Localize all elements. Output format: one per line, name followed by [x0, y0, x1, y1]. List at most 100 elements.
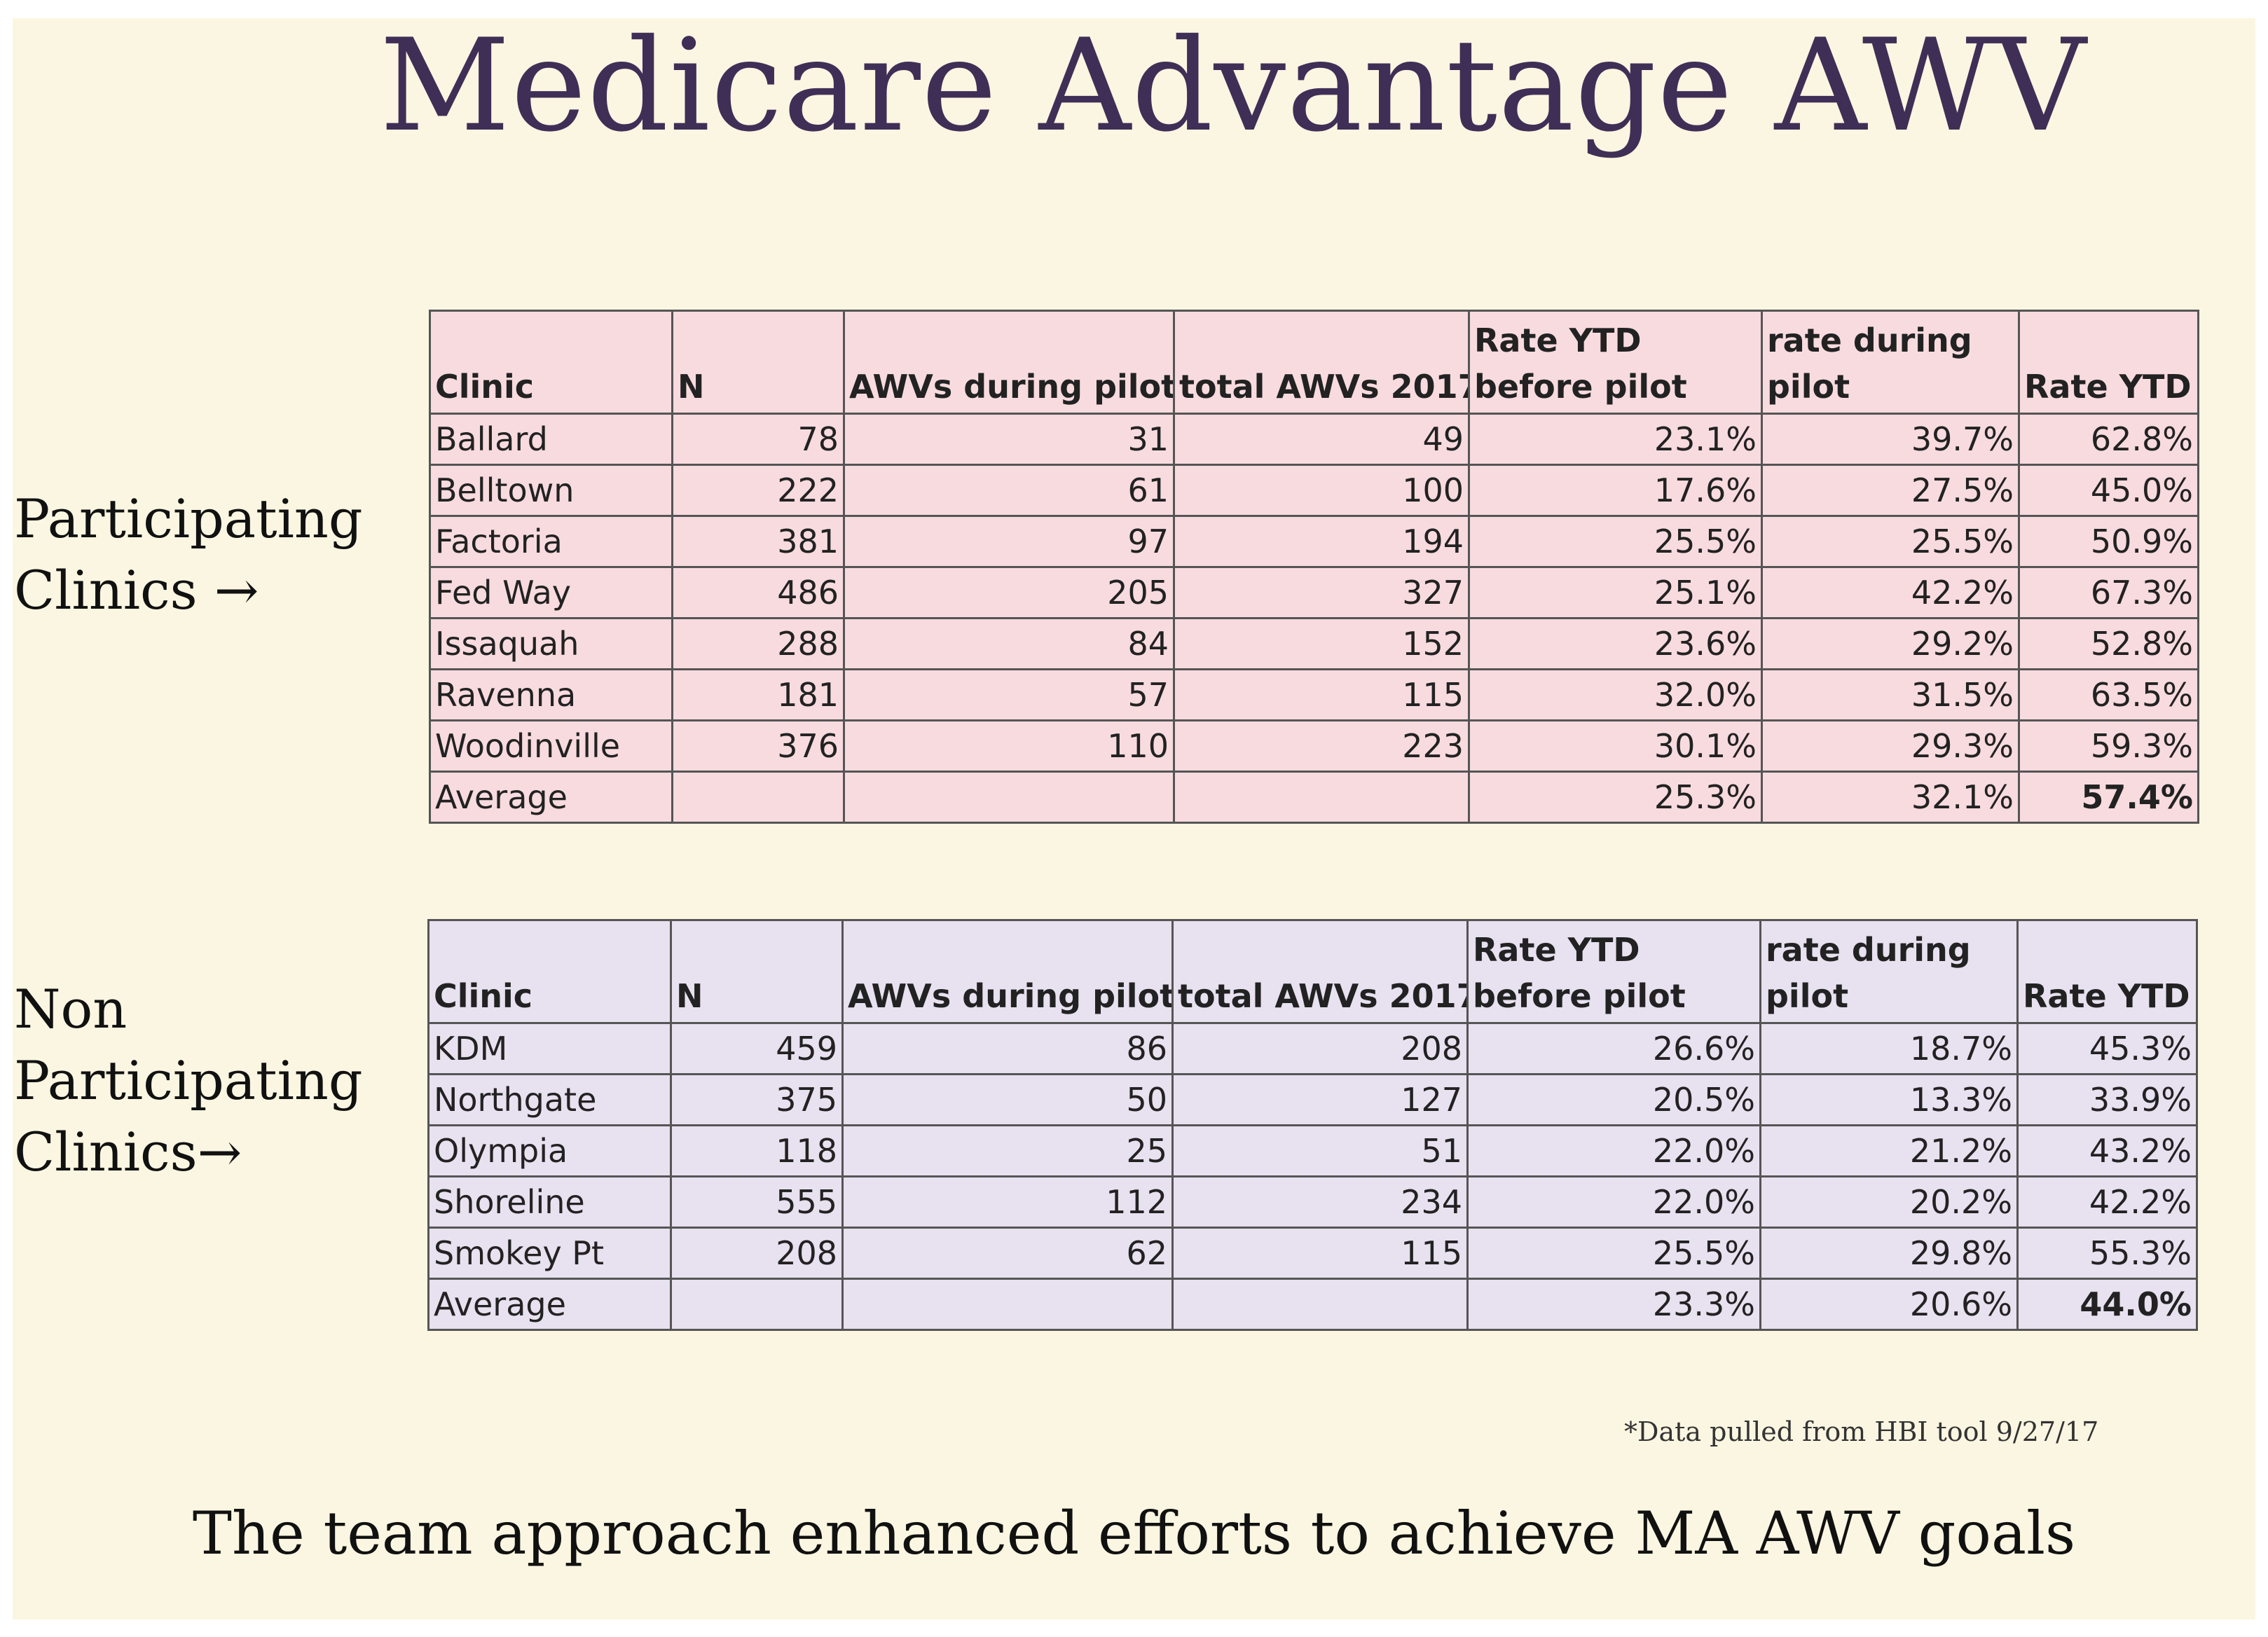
- clinic-cell: Smokey Pt: [427, 1227, 672, 1280]
- value-cell: 29.3%: [1761, 719, 2020, 773]
- value-cell: 50: [841, 1073, 1174, 1126]
- value-cell: 42.2%: [1761, 566, 2020, 619]
- value-cell: 57: [843, 668, 1175, 721]
- clinic-cell: Northgate: [427, 1073, 672, 1126]
- data-source-footnote: *Data pulled from HBI tool 9/27/17: [1624, 1416, 2099, 1447]
- value-cell: [671, 771, 845, 824]
- value-cell: 78: [671, 413, 845, 466]
- value-cell: 208: [670, 1227, 844, 1280]
- column-header: rate during pilot: [1761, 310, 2020, 415]
- value-cell: 67.3%: [2018, 566, 2199, 619]
- value-cell: 110: [843, 719, 1175, 773]
- clinic-cell: Belltown: [429, 464, 673, 517]
- value-cell: 375: [670, 1073, 844, 1126]
- value-cell: [670, 1278, 844, 1331]
- value-cell: 555: [670, 1175, 844, 1229]
- value-cell: 23.6%: [1468, 617, 1763, 670]
- column-header: Rate YTD: [2018, 310, 2199, 415]
- value-cell: 55.3%: [2016, 1227, 2198, 1280]
- value-cell: 32.0%: [1468, 668, 1763, 721]
- value-cell: 51: [1171, 1124, 1469, 1177]
- slide-title: Medicare Advantage AWV: [379, 11, 2087, 160]
- column-header: AWVs during pilot: [843, 310, 1175, 415]
- value-cell: 42.2%: [2016, 1175, 2198, 1229]
- value-cell: 62.8%: [2018, 413, 2199, 466]
- non-participating-label-line3: Clinics→: [14, 1121, 242, 1183]
- clinic-cell: Fed Way: [429, 566, 673, 619]
- value-cell: 112: [841, 1175, 1174, 1229]
- table-row: Northgate 375 50 127 20.5% 13.3% 33.9%: [427, 1073, 2198, 1126]
- average-row: Average 25.3% 32.1% 57.4%: [429, 771, 2199, 824]
- table-row: Olympia 118 25 51 22.0% 21.2% 43.2%: [427, 1124, 2198, 1177]
- column-header: N: [671, 310, 845, 415]
- value-cell: 25.5%: [1468, 515, 1763, 568]
- value-cell: 84: [843, 617, 1175, 670]
- value-cell: 31: [843, 413, 1175, 466]
- column-header: Rate YTD: [2016, 919, 2198, 1024]
- table-row: Woodinville 376 110 223 30.1% 29.3% 59.3%: [429, 719, 2199, 773]
- value-cell: 25.5%: [1761, 515, 2020, 568]
- value-cell: 376: [671, 719, 845, 773]
- non-participating-label-line2: Participating: [14, 1049, 363, 1112]
- value-cell: 20.2%: [1759, 1175, 2019, 1229]
- value-cell: 39.7%: [1761, 413, 2020, 466]
- value-cell: 20.5%: [1466, 1073, 1761, 1126]
- non-participating-label-line1: Non: [14, 978, 128, 1040]
- value-cell: 29.2%: [1761, 617, 2020, 670]
- table-header-row: Clinic N AWVs during pilot total AWVs 2017 R…: [429, 310, 2199, 415]
- value-cell: 327: [1173, 566, 1470, 619]
- table-row: Factoria 381 97 194 25.5% 25.5% 50.9%: [429, 515, 2199, 568]
- column-header: Clinic: [427, 919, 672, 1024]
- value-cell: 31.5%: [1761, 668, 2020, 721]
- value-cell: 18.7%: [1759, 1022, 2019, 1075]
- clinic-cell: Average: [429, 771, 673, 824]
- value-cell: 29.8%: [1759, 1227, 2019, 1280]
- average-row: Average 23.3% 20.6% 44.0%: [427, 1278, 2198, 1331]
- value-cell: 222: [671, 464, 845, 517]
- column-header: Rate YTD before pilot: [1466, 919, 1761, 1024]
- value-cell: 127: [1171, 1073, 1469, 1126]
- value-cell: 100: [1173, 464, 1470, 517]
- value-cell: 27.5%: [1761, 464, 2020, 517]
- value-cell: 50.9%: [2018, 515, 2199, 568]
- participating-clinics-label: Participating Clinics →: [14, 483, 363, 626]
- value-cell: 22.0%: [1466, 1124, 1761, 1177]
- value-cell: 223: [1173, 719, 1470, 773]
- column-header: rate during pilot: [1759, 919, 2019, 1024]
- value-cell: 23.3%: [1466, 1278, 1761, 1331]
- table-row: Ravenna 181 57 115 32.0% 31.5% 63.5%: [429, 668, 2199, 721]
- table-row: Smokey Pt 208 62 115 25.5% 29.8% 55.3%: [427, 1227, 2198, 1280]
- value-cell: 61: [843, 464, 1175, 517]
- value-cell: [843, 771, 1175, 824]
- clinic-cell: Issaquah: [429, 617, 673, 670]
- value-cell: 486: [671, 566, 845, 619]
- participating-label-line1: Participating: [14, 488, 363, 550]
- value-cell: 23.1%: [1468, 413, 1763, 466]
- value-cell: 118: [670, 1124, 844, 1177]
- value-cell: 17.6%: [1468, 464, 1763, 517]
- column-header: Clinic: [429, 310, 673, 415]
- non-participating-clinics-table: Clinic N AWVs during pilot total AWVs 2017 R…: [427, 919, 2198, 1331]
- table-row: Issaquah 288 84 152 23.6% 29.2% 52.8%: [429, 617, 2199, 670]
- value-cell: 25.5%: [1466, 1227, 1761, 1280]
- value-cell: 25.3%: [1468, 771, 1763, 824]
- clinic-cell: KDM: [427, 1022, 672, 1075]
- value-cell: 62: [841, 1227, 1174, 1280]
- column-header: AWVs during pilot: [841, 919, 1174, 1024]
- value-cell: 86: [841, 1022, 1174, 1075]
- value-cell: 13.3%: [1759, 1073, 2019, 1126]
- clinic-cell: Average: [427, 1278, 672, 1331]
- table-row: Fed Way 486 205 327 25.1% 42.2% 67.3%: [429, 566, 2199, 619]
- clinic-cell: Factoria: [429, 515, 673, 568]
- value-cell: [1171, 1278, 1469, 1331]
- table-header-row: Clinic N AWVs during pilot total AWVs 2017 R…: [427, 919, 2198, 1024]
- value-cell: 234: [1171, 1175, 1469, 1229]
- value-cell: 288: [671, 617, 845, 670]
- value-cell: 20.6%: [1759, 1278, 2019, 1331]
- clinic-cell: Shoreline: [427, 1175, 672, 1229]
- value-cell: 21.2%: [1759, 1124, 2019, 1177]
- clinic-cell: Olympia: [427, 1124, 672, 1177]
- clinic-cell: Ballard: [429, 413, 673, 466]
- value-cell: 33.9%: [2016, 1073, 2198, 1126]
- participating-label-line2: Clinics →: [14, 559, 259, 621]
